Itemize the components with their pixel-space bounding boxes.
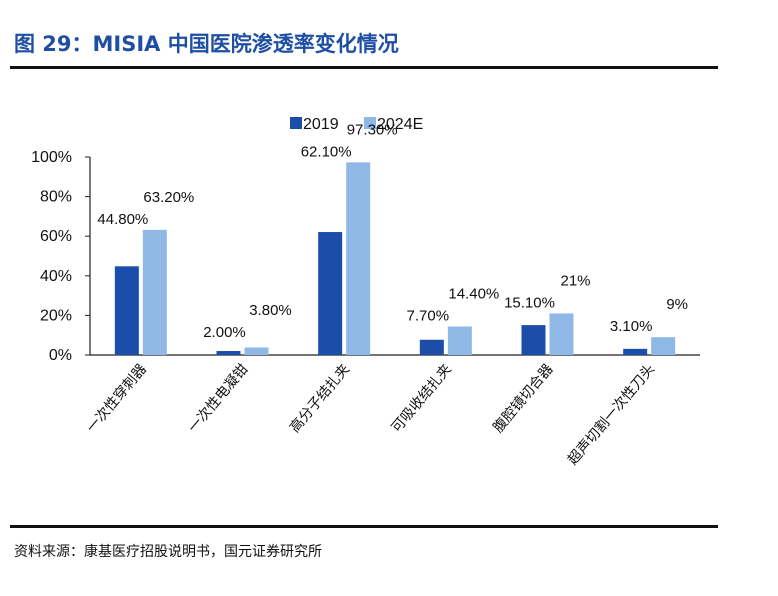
data-label-2019: 15.10%: [504, 294, 555, 311]
data-label-2019: 62.10%: [301, 143, 352, 160]
y-axis: 0% 20% 40% 60% 80% 100%: [31, 149, 91, 364]
x-tick-label: 一次性电凝钳: [185, 361, 251, 436]
bar-2019: [114, 266, 139, 355]
chart-legend: 2019 2024E: [290, 116, 423, 133]
figure-title: 图 29：MISIA 中国医院渗透率变化情况: [14, 32, 399, 56]
data-labels-group: 44.80% 63.20% 2.00%3.80% 62.10% 97.30% 7.70% 1…: [97, 121, 688, 341]
data-label-2019: 7.70%: [407, 307, 450, 324]
data-label-2024E: 9%: [666, 296, 688, 313]
y-tick-label: 0%: [49, 347, 72, 364]
x-tick-label: 腹腔镜切合器: [490, 361, 556, 436]
data-label-2024E: 97.30%: [347, 121, 398, 138]
data-label-2024E: 21%: [560, 272, 590, 289]
bars-group: [114, 162, 676, 355]
bar-2019: [318, 232, 343, 355]
data-label-2024E: 3.80%: [249, 302, 292, 319]
data-label-2019: 2.00%: [203, 324, 246, 341]
source-note: 资料来源：康基医疗招股说明书，国元证券研究所: [14, 544, 322, 560]
y-tick-label: 100%: [31, 149, 72, 166]
bar-2024E: [244, 347, 269, 355]
legend-label-0: 2019: [303, 116, 339, 133]
data-label-2024E: 14.40%: [448, 285, 499, 302]
x-tick-label: 一次性穿刺器: [83, 361, 149, 436]
y-tick-label: 60%: [40, 228, 72, 245]
bar-2024E: [142, 229, 167, 355]
x-tick-label: 超声切割一次性刀头: [564, 361, 657, 468]
data-label-2024E: 63.20%: [143, 189, 194, 206]
bar-2024E: [549, 313, 574, 355]
x-axis: 一次性穿刺器 一次性电凝钳 高分子结扎夹 可吸收结扎夹 腹腔镜切合器 超声切割一次性刀头: [83, 354, 700, 468]
legend-swatch-1: [364, 117, 376, 129]
data-label-2019: 44.80%: [97, 211, 148, 228]
bar-2024E: [447, 326, 472, 355]
bar-2019: [216, 351, 241, 355]
x-tick-label: 可吸收结扎夹: [388, 361, 454, 436]
bar-2024E: [346, 162, 371, 355]
y-tick-label: 20%: [40, 307, 72, 324]
bar-2024E: [651, 337, 676, 355]
y-tick-label: 40%: [40, 268, 72, 285]
bar-2019: [521, 325, 546, 355]
data-label-2019: 3.10%: [610, 318, 653, 335]
x-tick-label: 高分子结扎夹: [286, 361, 352, 436]
bottom-divider: [10, 525, 718, 528]
bar-2019: [419, 339, 444, 355]
top-divider: [10, 66, 718, 69]
legend-swatch-0: [290, 117, 302, 129]
bar-2019: [623, 348, 648, 355]
legend-label-1: 2024E: [377, 116, 423, 133]
y-tick-label: 80%: [40, 189, 72, 206]
